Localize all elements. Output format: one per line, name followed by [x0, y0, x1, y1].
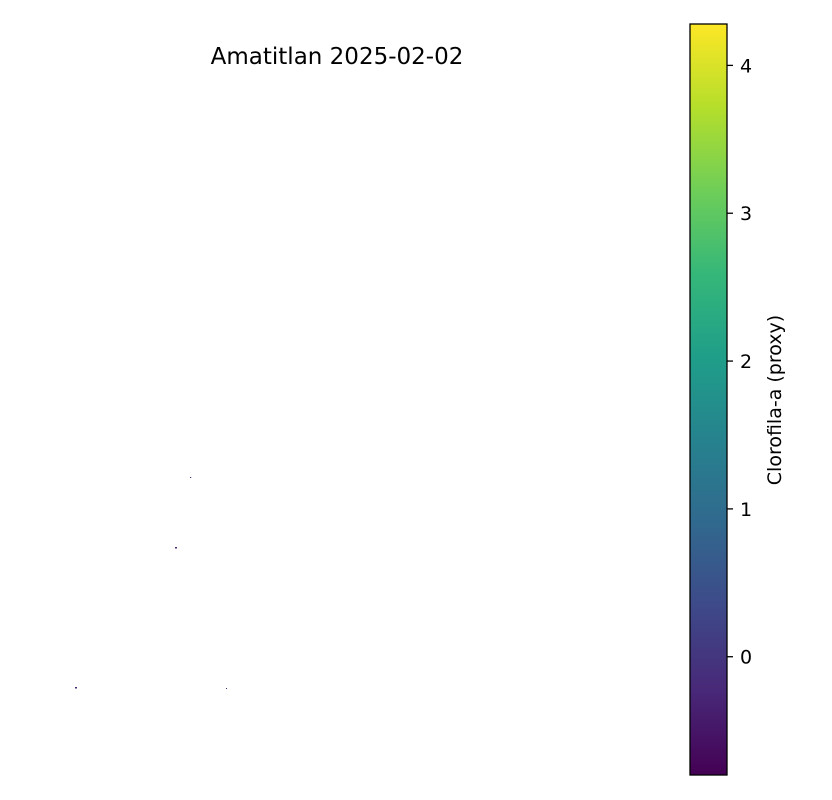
map-pixel	[75, 687, 77, 689]
colorbar-tick-label: 1	[740, 499, 752, 521]
map-pixel	[190, 477, 192, 478]
colorbar-gradient	[690, 24, 727, 775]
map-area	[75, 477, 227, 689]
colorbar-tick-label: 4	[740, 55, 752, 77]
colorbar: 0 1 2 3 4 Clorofila-a (proxy)	[689, 23, 786, 776]
map-pixel	[226, 688, 227, 689]
colorbar-tick-label: 2	[740, 351, 752, 373]
colorbar-label: Clorofila-a (proxy)	[764, 315, 786, 485]
colorbar-tick-label: 3	[740, 203, 752, 225]
colorbar-tick-label: 0	[740, 647, 752, 669]
colorbar-ticks: 0 1 2 3 4	[727, 55, 752, 669]
chart-title: Amatitlan 2025-02-02	[211, 44, 464, 70]
colorbar-frame	[689, 23, 728, 776]
map-pixel	[175, 547, 177, 549]
